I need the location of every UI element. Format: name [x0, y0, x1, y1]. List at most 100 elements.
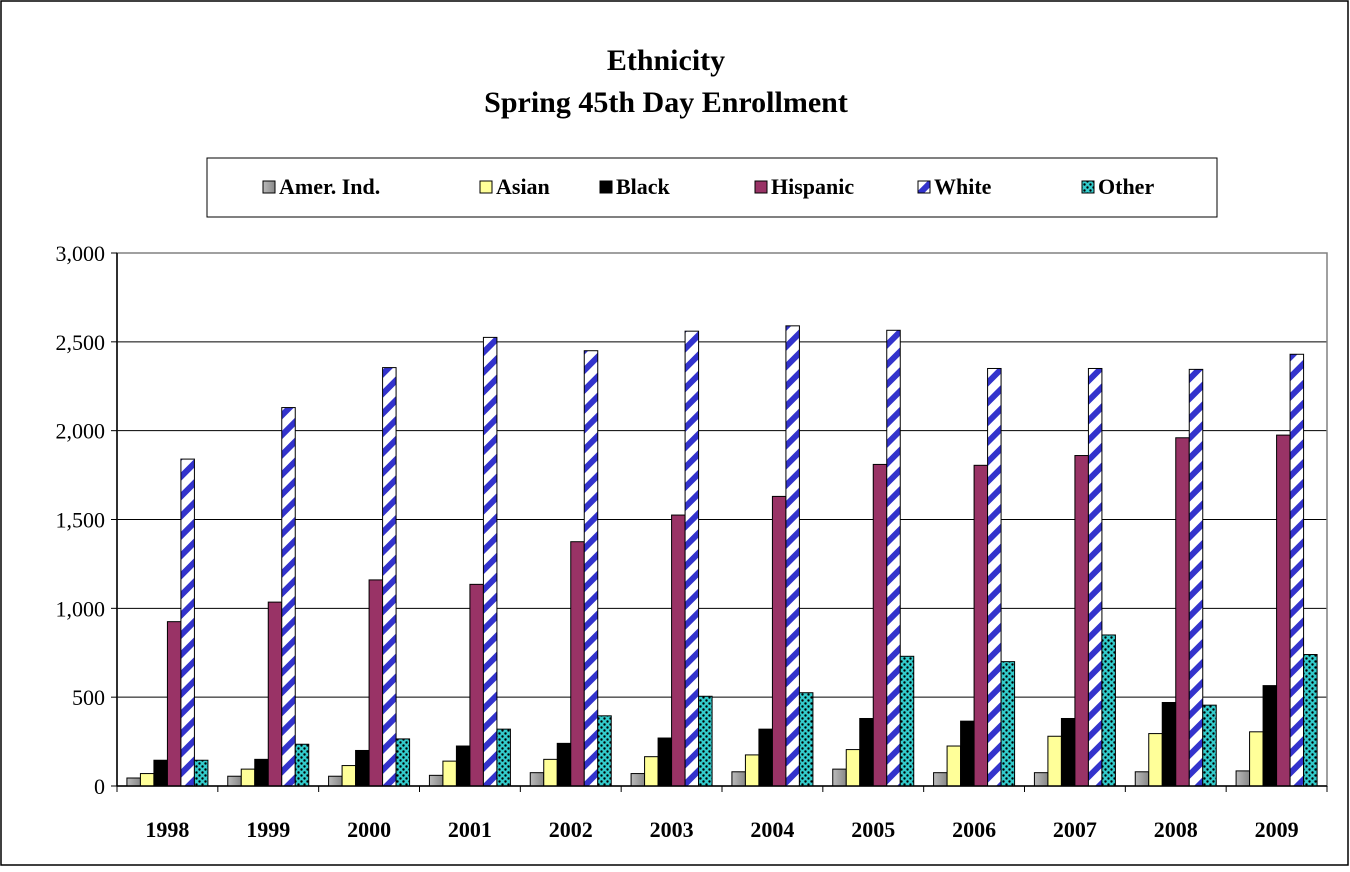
x-tick-label: 1999 — [246, 817, 290, 842]
bar-amer-ind-1999 — [227, 775, 242, 787]
bar-asian-1998 — [139, 773, 155, 787]
bar-other-2008 — [1202, 704, 1217, 787]
bar-amer-ind-2006 — [933, 772, 948, 787]
bar-asian-2007 — [1047, 735, 1062, 787]
legend-label-black: Black — [616, 174, 671, 199]
x-tick-label: 2004 — [750, 817, 794, 842]
bar-amer-ind-2001 — [428, 774, 444, 787]
bar-white-1999 — [281, 407, 296, 787]
bar-asian-2001 — [442, 760, 457, 787]
bar-amer-ind-2002 — [529, 772, 545, 787]
bar-black-2005 — [859, 717, 874, 787]
legend-label-amer-ind: Amer. Ind. — [279, 174, 380, 199]
bar-asian-2005 — [845, 749, 861, 787]
legend-swatch-hispanic — [754, 180, 768, 194]
legend-swatch-other — [1081, 180, 1095, 194]
bar-hispanic-1998 — [166, 621, 182, 787]
legend-label-white: White — [934, 174, 992, 199]
bar-asian-2004 — [744, 754, 760, 787]
bar-amer-ind-2000 — [328, 775, 343, 787]
bar-other-2002 — [597, 715, 612, 787]
gridlines — [117, 341, 1327, 698]
bar-black-1998 — [153, 759, 168, 787]
bar-hispanic-2008 — [1175, 437, 1190, 787]
bar-white-2008 — [1188, 368, 1204, 787]
bar-other-2006 — [1000, 661, 1016, 787]
y-tick-label: 3,000 — [56, 241, 106, 266]
legend-label-other: Other — [1098, 174, 1154, 199]
chart-subtitle: Spring 45th Day Enrollment — [484, 86, 848, 119]
x-tick-label: 2002 — [549, 817, 593, 842]
bar-amer-ind-2003 — [630, 773, 646, 787]
bar-other-1999 — [294, 743, 310, 787]
bar-hispanic-2007 — [1074, 455, 1089, 787]
bar-amer-ind-2004 — [731, 771, 746, 787]
bar-amer-ind-2009 — [1235, 770, 1251, 787]
bar-other-2001 — [496, 728, 511, 787]
bar-asian-1999 — [240, 768, 256, 787]
x-tick-label: 2000 — [347, 817, 391, 842]
bar-asian-2003 — [644, 756, 659, 787]
bar-amer-ind-2007 — [1033, 772, 1049, 787]
bar-black-2000 — [355, 749, 370, 787]
x-tick-label: 2008 — [1154, 817, 1198, 842]
bar-hispanic-1999 — [267, 601, 283, 787]
bar-other-2005 — [899, 655, 915, 787]
x-tick-label: 1998 — [145, 817, 189, 842]
bar-white-1998 — [180, 458, 195, 787]
bar-hispanic-2001 — [469, 583, 484, 787]
bar-amer-ind-1998 — [126, 777, 141, 787]
x-tick-label: 2006 — [952, 817, 996, 842]
bar-white-2004 — [785, 325, 800, 787]
bar-asian-2008 — [1148, 733, 1163, 787]
legend-label-hispanic: Hispanic — [771, 174, 854, 199]
y-tick-label: 2,500 — [56, 330, 106, 355]
legend-swatch-black — [599, 180, 613, 194]
legend-swatch-asian — [479, 180, 493, 194]
y-tick-label: 2,000 — [56, 419, 106, 444]
bar-other-2000 — [395, 738, 411, 787]
bar-black-2004 — [758, 728, 773, 787]
bar-white-2000 — [382, 367, 397, 787]
bar-asian-2006 — [946, 745, 962, 787]
bar-other-2009 — [1303, 654, 1318, 787]
chart-title: Ethnicity — [607, 44, 725, 77]
legend: Amer. Ind. Asian Black Hispanic White Other — [262, 174, 1154, 199]
bar-hispanic-2002 — [570, 541, 585, 787]
bar-asian-2002 — [543, 758, 558, 787]
bar-hispanic-2004 — [771, 495, 787, 787]
x-tick-label: 2001 — [448, 817, 492, 842]
bar-hispanic-2003 — [671, 514, 686, 787]
bar-black-2001 — [455, 745, 471, 787]
x-tick-label: 2005 — [851, 817, 895, 842]
bar-other-2003 — [698, 695, 713, 787]
bar-black-2006 — [960, 720, 975, 787]
bar-hispanic-2006 — [973, 464, 989, 787]
bar-white-2007 — [1087, 367, 1103, 787]
y-tick-label: 1,500 — [56, 508, 106, 533]
bar-asian-2000 — [341, 765, 357, 787]
bar-hispanic-2005 — [872, 463, 888, 787]
x-tick-label: 2009 — [1255, 817, 1299, 842]
y-tick-label: 0 — [94, 774, 105, 799]
bar-white-2002 — [583, 350, 599, 787]
y-axis: 0 500 1,000 1,500 2,000 2,500 3,000 — [56, 241, 118, 799]
y-tick-label: 500 — [72, 685, 105, 710]
bar-other-1998 — [193, 759, 209, 787]
bar-amer-ind-2008 — [1134, 771, 1150, 787]
legend-box — [206, 157, 1218, 218]
bar-black-2003 — [657, 737, 673, 787]
bar-black-2002 — [556, 742, 572, 787]
bar-hispanic-2009 — [1276, 434, 1291, 787]
x-axis: 1998 1999 2000 2001 2002 2003 2004 2005 2006 2007… — [116, 785, 1328, 842]
bar-black-2009 — [1262, 685, 1278, 787]
bar-white-2003 — [684, 330, 700, 787]
bar-asian-2009 — [1249, 731, 1264, 787]
bar-other-2004 — [798, 692, 814, 787]
y-tick-label: 1,000 — [56, 596, 106, 621]
bar-black-1999 — [254, 758, 269, 787]
bar-amer-ind-2005 — [832, 768, 847, 787]
legend-label-asian: Asian — [496, 174, 550, 199]
